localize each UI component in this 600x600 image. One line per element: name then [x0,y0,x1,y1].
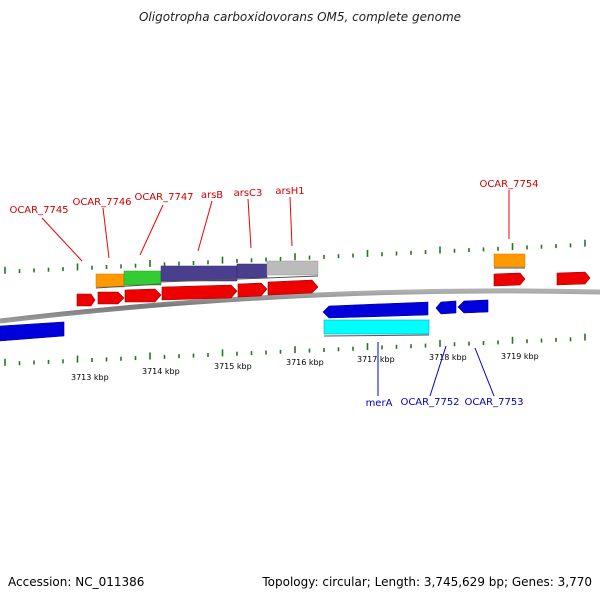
reverse-label-leaders [377,342,495,397]
gene-label[interactable]: OCAR_7753 [464,397,523,408]
gene-arrow-forward[interactable] [97,291,125,305]
gene-arrow-forward[interactable] [237,282,268,298]
gene-label[interactable]: OCAR_7754 [479,179,538,190]
forward-feature-track [95,253,526,289]
forward-label-leaders [41,190,510,262]
feature-gray[interactable] [266,260,319,276]
feature-purple[interactable] [160,265,238,282]
gene-label[interactable]: merA [366,398,393,409]
feature-cyan[interactable] [323,319,430,335]
gene-arrow-forward[interactable] [76,293,96,307]
gene-arrow-reverse[interactable] [435,300,457,315]
reverse-strand-ticks [4,333,586,366]
ruler-label: 3715 kbp [214,362,252,371]
gene-label[interactable]: OCAR_7745 [9,205,68,216]
ruler-labels: 3713 kbp 3714 kbp 3715 kbp 3716 kbp 3717… [71,352,539,382]
feature-purple[interactable] [236,263,268,279]
reverse-gene-labels: merA OCAR_7752 OCAR_7753 [366,397,524,409]
feature-orange[interactable] [493,253,526,268]
accession-text: Accession: NC_011386 [8,575,145,589]
forward-gene-labels: OCAR_7745 OCAR_7746 OCAR_7747 arsB arsC3… [9,179,538,216]
feature-orange[interactable] [95,273,125,288]
gene-arrow-forward[interactable] [124,288,162,303]
gene-arrow-forward[interactable] [161,284,238,301]
topology-text: Topology: circular; Length: 3,745,629 bp… [262,575,592,589]
ruler-label: 3718 kbp [429,353,467,362]
forward-strand-ticks [4,239,586,274]
gene-arrow-forward[interactable] [493,272,526,287]
gene-label[interactable]: OCAR_7752 [400,397,459,408]
genome-backbone [0,288,600,324]
map-title: Oligotropha carboxidovorans OM5, complet… [138,10,462,24]
feature-green[interactable] [123,270,162,286]
forward-genes [76,271,591,307]
gene-label[interactable]: arsH1 [275,186,304,197]
ruler-label: 3714 kbp [142,367,180,376]
ruler-label: 3716 kbp [286,358,324,367]
ruler-label: 3719 kbp [501,352,539,361]
ruler-label: 3717 kbp [357,355,395,364]
gene-arrow-reverse[interactable] [0,321,65,342]
gene-arrow-forward[interactable] [267,279,319,296]
gene-label[interactable]: arsB [201,190,223,201]
gene-label[interactable]: arsC3 [234,188,263,199]
gene-arrow-reverse[interactable] [322,301,429,319]
gene-arrow-reverse[interactable] [457,299,489,314]
ruler-label: 3713 kbp [71,373,109,382]
gene-label[interactable]: OCAR_7747 [134,192,193,203]
gene-arrow-forward[interactable] [556,271,591,286]
gene-label[interactable]: OCAR_7746 [72,197,131,208]
reverse-genes [0,299,489,342]
